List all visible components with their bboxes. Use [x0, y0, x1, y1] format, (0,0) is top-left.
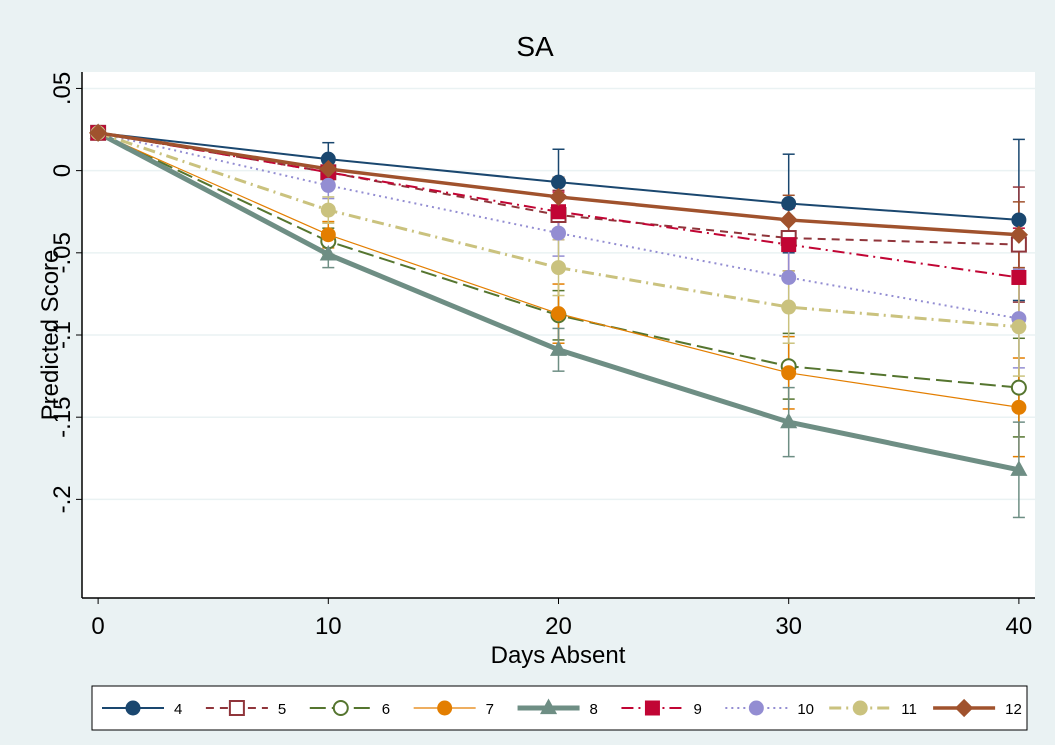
y-axis-title: Predicted Score [37, 250, 64, 421]
legend-label: 6 [382, 701, 390, 718]
marker [781, 237, 797, 253]
marker [125, 700, 141, 716]
y-tick-label: -.15 [49, 397, 76, 438]
marker [1011, 319, 1027, 335]
marker [319, 159, 338, 179]
marker [540, 698, 558, 715]
legend-label: 12 [1005, 701, 1022, 718]
y-tick-label: -.2 [49, 485, 76, 513]
legend-label: 9 [693, 701, 701, 718]
legend-item: 11 [829, 700, 917, 718]
legend-label: 11 [901, 701, 917, 718]
legend-item: 7 [413, 700, 494, 718]
marker [779, 210, 798, 230]
legend-item: 8 [517, 698, 598, 718]
legend-label: 4 [174, 701, 182, 718]
marker [1011, 399, 1027, 415]
marker [437, 700, 453, 716]
x-tick-label: 30 [775, 613, 802, 640]
marker [1010, 379, 1027, 396]
marker [1010, 460, 1028, 476]
legend-item: 12 [933, 698, 1022, 718]
legend-item: 5 [205, 700, 286, 718]
marker [781, 196, 797, 211]
x-axis-title: Days Absent [491, 642, 626, 669]
marker [781, 299, 797, 315]
marker [332, 700, 349, 716]
y-tick-label: 0 [49, 164, 76, 177]
legend-label: 7 [486, 701, 494, 718]
x-tick-label: 40 [1006, 613, 1033, 640]
marker [320, 202, 336, 218]
legend-item: 9 [621, 700, 702, 718]
marker [228, 700, 245, 716]
marker [89, 123, 108, 142]
legend-label: 8 [590, 701, 598, 718]
legend-item: 4 [102, 700, 182, 718]
marker [551, 204, 566, 220]
marker [551, 260, 566, 276]
marker [781, 269, 797, 285]
marker [549, 340, 568, 356]
x-tick-label: 20 [545, 613, 572, 640]
series-layer [89, 123, 1028, 519]
y-tick-label: -.1 [49, 321, 76, 349]
chart-title: SA [516, 31, 554, 62]
legend-item: 6 [309, 700, 390, 718]
marker [644, 700, 660, 716]
legend-item: 10 [725, 700, 814, 718]
y-tick-label: -.05 [49, 232, 76, 273]
legend-label: 10 [797, 701, 814, 718]
marker [320, 227, 336, 243]
marker [781, 365, 797, 381]
marker [748, 700, 764, 716]
marker [549, 187, 568, 207]
marker [551, 306, 566, 322]
marker [852, 700, 868, 716]
legend: 4 5 6 7 8 9 10 11 12 [102, 698, 1022, 718]
series-line [97, 131, 1020, 320]
marker [1009, 225, 1028, 244]
marker [1011, 269, 1027, 285]
marker [1011, 212, 1027, 228]
marker [551, 225, 566, 241]
marker [780, 412, 798, 429]
marker [955, 698, 974, 718]
marker [551, 174, 566, 190]
x-tick-label: 0 [91, 613, 104, 640]
legend-label: 5 [278, 701, 286, 718]
y-tick-label: .05 [49, 72, 76, 105]
marker [319, 245, 337, 261]
x-tick-label: 10 [315, 613, 342, 640]
marker [320, 177, 336, 193]
